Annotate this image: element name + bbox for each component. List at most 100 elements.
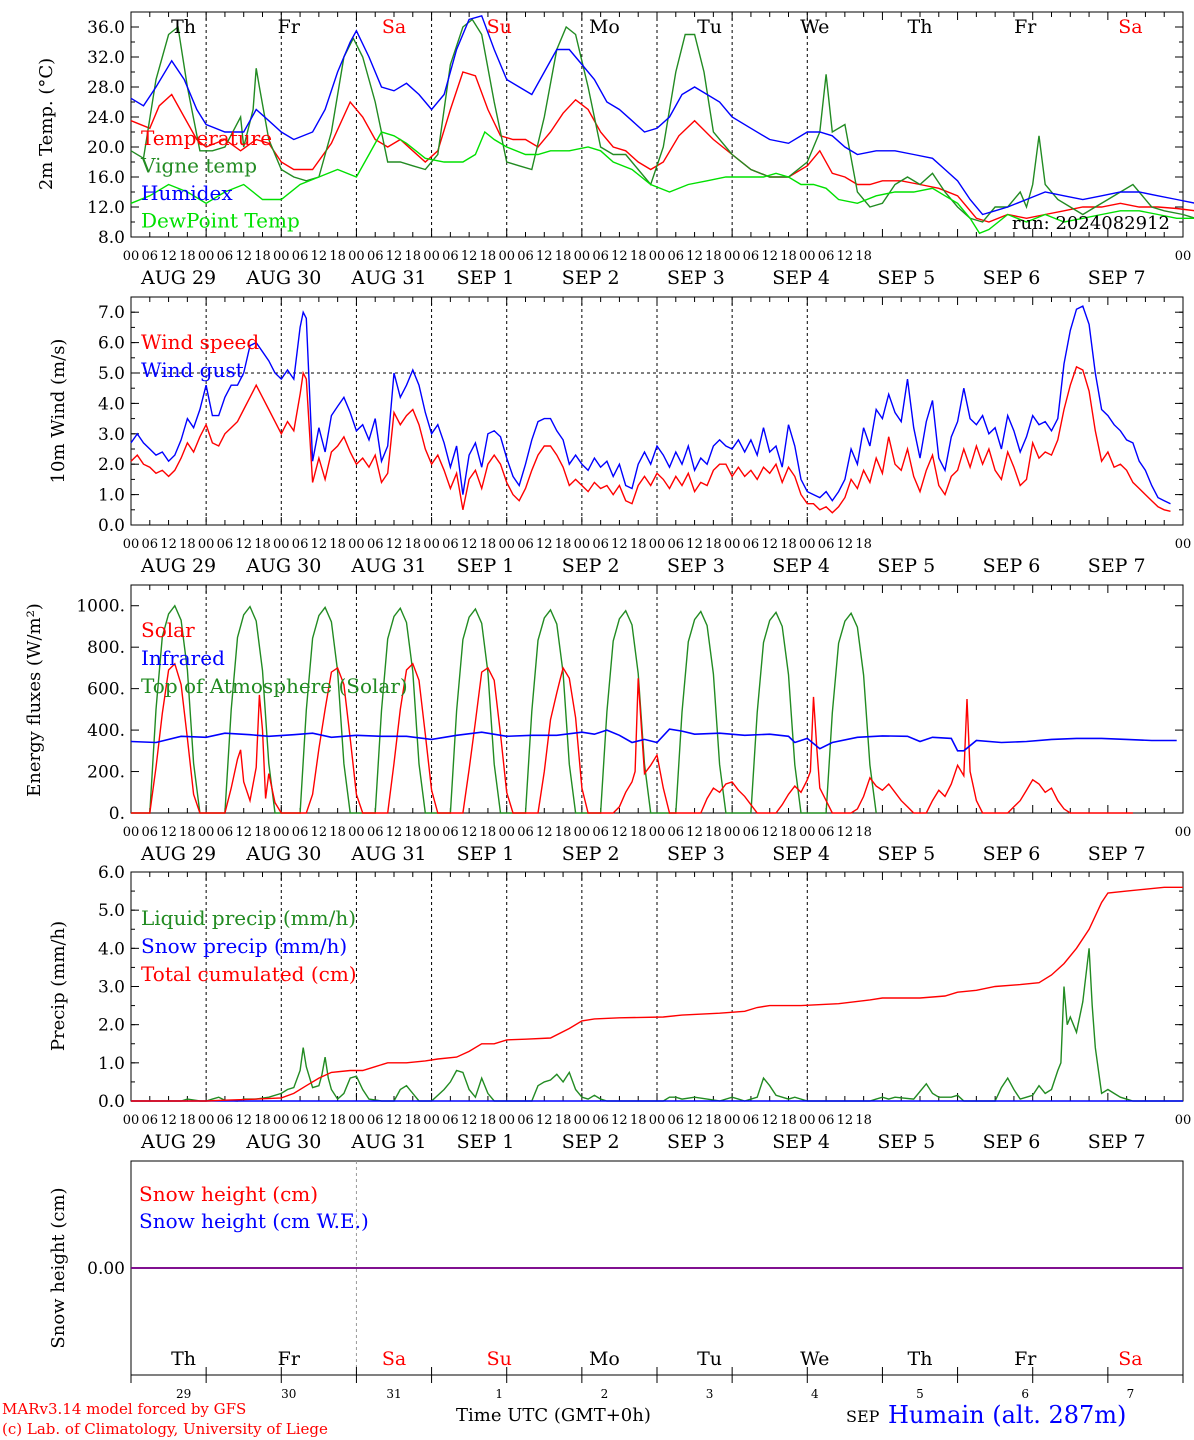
hour-tick-label: 06 [217, 825, 234, 840]
credit-line-1: MARv3.14 model forced by GFS [2, 1400, 247, 1418]
day-of-week-label: Fr [1014, 1348, 1037, 1370]
day-of-week-label: Th [908, 1348, 933, 1370]
date-label: SEP 7 [1088, 843, 1146, 865]
hour-tick-label: 06 [668, 249, 685, 264]
legend-entry: Solar [141, 618, 195, 642]
hour-tick-label: 12 [461, 1113, 478, 1128]
y-tick-label: 1.0 [98, 1054, 125, 1074]
hour-tick-label: 00 [574, 1113, 591, 1128]
y-axis-title: Energy fluxes (W/m²) [24, 603, 45, 797]
hour-tick-label: 06 [142, 825, 159, 840]
y-tick-label: 400. [87, 721, 125, 741]
hour-tick-label: 00 [1175, 249, 1192, 264]
date-label: SEP 4 [772, 555, 830, 577]
hour-tick-label: 18 [254, 537, 271, 552]
date-label: SEP 6 [983, 1131, 1041, 1153]
date-label: SEP 1 [457, 1131, 515, 1153]
date-label: SEP 4 [772, 267, 830, 289]
hour-tick-label: 00 [1175, 537, 1192, 552]
hour-tick-label: 18 [405, 1113, 422, 1128]
hour-tick-label: 18 [555, 537, 572, 552]
series-line [130, 18, 1194, 223]
hour-tick-label: 12 [837, 537, 854, 552]
date-label: SEP 5 [877, 843, 935, 865]
hour-tick-label: 12 [386, 825, 403, 840]
hour-tick-label: 06 [367, 825, 384, 840]
y-axis-title: Snow height (cm) [48, 1187, 69, 1348]
day-of-week-label: We [800, 16, 829, 38]
hour-tick-label: 18 [630, 825, 647, 840]
hour-tick-label: 00 [423, 1113, 440, 1128]
legend-entry: Vigne temp [140, 154, 257, 178]
hour-tick-label: 00 [724, 249, 741, 264]
y-tick-label: 20.0 [87, 138, 125, 158]
hour-tick-label: 12 [686, 249, 703, 264]
hour-tick-label: 18 [555, 1113, 572, 1128]
hour-tick-label: 12 [235, 825, 252, 840]
y-tick-label: 36.0 [87, 18, 125, 38]
hour-tick-label: 06 [217, 537, 234, 552]
day-of-week-label: Th [171, 16, 196, 38]
day-of-week-label: Tu [697, 1348, 722, 1370]
hour-tick-label: 06 [743, 1113, 760, 1128]
day-of-week-label: Th [908, 16, 933, 38]
y-tick-label: 28.0 [87, 78, 125, 98]
hour-tick-label: 18 [855, 537, 872, 552]
day-number-label: 6 [1021, 1387, 1029, 1401]
hour-tick-label: 00 [649, 249, 666, 264]
date-label: SEP 6 [983, 555, 1041, 577]
y-tick-label: 8.0 [98, 228, 125, 248]
series-line [131, 662, 1133, 814]
series-line [131, 604, 877, 814]
hour-tick-label: 06 [367, 1113, 384, 1128]
y-tick-label: 0.00 [87, 1259, 125, 1279]
hour-tick-label: 06 [142, 249, 159, 264]
hour-tick-label: 18 [329, 825, 346, 840]
day-of-week-label: Sa [382, 1348, 406, 1370]
hour-tick-label: 12 [160, 537, 177, 552]
credit-line-2: (c) Lab. of Climatology, University of L… [2, 1420, 328, 1438]
hour-tick-label: 18 [329, 1113, 346, 1128]
hour-tick-label: 00 [198, 1113, 215, 1128]
hour-tick-label: 06 [668, 1113, 685, 1128]
hour-tick-label: 12 [761, 249, 778, 264]
run-annotation: run: 2024082912 [1012, 213, 1170, 234]
legend-entry: Liquid precip (mm/h) [141, 906, 356, 930]
hour-tick-label: 12 [611, 249, 628, 264]
hour-tick-label: 00 [574, 537, 591, 552]
hour-tick-label: 18 [555, 825, 572, 840]
day-of-week-label: Su [487, 16, 512, 38]
hour-tick-label: 00 [198, 825, 215, 840]
hour-tick-label: 12 [536, 825, 553, 840]
y-tick-label: 12.0 [87, 198, 125, 218]
hour-tick-label: 18 [480, 249, 497, 264]
day-number-label: 29 [176, 1387, 191, 1401]
series-line [131, 886, 1183, 1102]
hour-tick-label: 00 [724, 537, 741, 552]
hour-tick-label: 12 [311, 249, 328, 264]
location-label: Humain (alt. 287m) [888, 1401, 1127, 1429]
hour-tick-label: 06 [592, 537, 609, 552]
hour-tick-label: 12 [386, 537, 403, 552]
hour-tick-label: 00 [348, 825, 365, 840]
date-label: SEP 1 [457, 843, 515, 865]
day-of-week-label: Th [171, 1348, 196, 1370]
hour-tick-label: 06 [367, 249, 384, 264]
hour-tick-label: 00 [799, 537, 816, 552]
y-tick-label: 0.0 [98, 1092, 125, 1112]
hour-tick-label: 12 [311, 1113, 328, 1128]
hour-tick-label: 12 [611, 1113, 628, 1128]
hour-tick-label: 18 [630, 249, 647, 264]
hour-tick-label: 06 [818, 249, 835, 264]
hour-tick-label: 18 [179, 1113, 196, 1128]
hour-tick-label: 18 [329, 537, 346, 552]
legend-entry: DewPoint Temp [141, 209, 300, 233]
hour-tick-label: 00 [1175, 1113, 1192, 1128]
hour-tick-label: 12 [837, 1113, 854, 1128]
hour-tick-label: 00 [649, 825, 666, 840]
hour-tick-label: 12 [386, 1113, 403, 1128]
hour-tick-label: 12 [536, 1113, 553, 1128]
day-number-label: 31 [386, 1387, 401, 1401]
hour-tick-label: 18 [254, 825, 271, 840]
